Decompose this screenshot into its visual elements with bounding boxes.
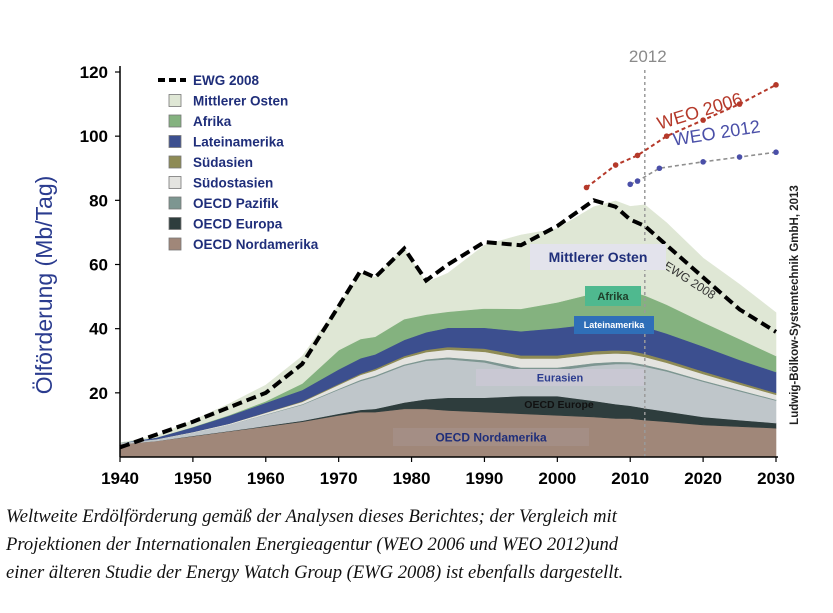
legend: EWG 2008 Mittlerer Osten Afrika Lateinameri… (158, 73, 319, 252)
weo2006-line-point (663, 133, 670, 139)
label-oecd-nordamerika: OECD Nordamerika (435, 430, 547, 444)
label-oecd-europe: OECD Europe (524, 399, 594, 411)
x-tick-label: 1940 (101, 469, 139, 488)
weo2012-line-point (773, 149, 779, 156)
legend-swatch-oecd-europa (168, 217, 182, 230)
x-tick-label: 2030 (757, 469, 795, 488)
label-mittlerer-osten: Mittlerer Osten (549, 249, 648, 265)
label-afrika-box (585, 286, 641, 306)
legend-label-ewg-2008: EWG 2008 (193, 73, 260, 88)
weo2012-line-point (634, 178, 641, 184)
y-axis-label: Ölförderung (Mb/Tag) (31, 176, 57, 395)
x-tick-label: 1970 (320, 469, 358, 488)
weo2006-line-point (736, 101, 743, 107)
legend-swatch-oecd-nordamerika (168, 237, 182, 251)
weo2012-line-point (736, 154, 743, 160)
x-tick-label: 1990 (466, 469, 504, 488)
source-credit: Ludwig-Bölkow-Systemtechnik GmbH, 2013 (789, 185, 801, 425)
legend-swatch-oecd-pazifik (168, 196, 182, 210)
weo2012-line (629, 151, 777, 186)
y-tick-label: 20 (89, 384, 108, 403)
legend-label-mittlerer-osten: Mittlerer Osten (193, 94, 288, 109)
caption-line-2: Projektionen der Internationalen Energie… (6, 534, 619, 555)
weo2006-line-point (583, 184, 590, 191)
weo2012-line-point (627, 181, 634, 188)
legend-label-lateinamerika: Lateinamerika (193, 135, 284, 150)
legend-label-oecd-nordamerika: OECD Nordamerika (193, 237, 319, 252)
x-tick-label: 1960 (247, 469, 285, 488)
legend-swatch-afrika (168, 114, 182, 128)
x-tick-label: 2000 (538, 469, 576, 488)
year-2012-label: 2012 (629, 47, 667, 66)
x-tick-label: 2020 (684, 469, 722, 488)
legend-swatch-suedasien (168, 155, 182, 169)
legend-swatch-suedostasien (168, 176, 182, 189)
weo2012-line-point (700, 159, 706, 165)
y-tick-label: 40 (89, 320, 108, 339)
label-eurasien: Eurasien (537, 372, 584, 384)
ewg2008-line (119, 198, 778, 450)
legend-label-oecd-pazifik: OECD Pazifik (193, 196, 279, 211)
x-tick-label: 2010 (611, 469, 649, 488)
legend-swatch-mittlerer-osten (168, 94, 182, 107)
x-tick-label: 1950 (174, 469, 212, 488)
legend-label-afrika: Afrika (193, 114, 232, 129)
caption-line-3: einer älteren Studie der Energy Watch Gr… (6, 562, 624, 583)
label-afrika: Afrika (597, 291, 629, 303)
y-tick-label: 120 (80, 63, 108, 82)
weo2006-line-point (634, 152, 641, 159)
legend-label-oecd-europa: OECD Europa (193, 217, 283, 232)
label-oecd-nordamerika-box (393, 428, 589, 446)
figure-caption: Weltweite Erdölförderung gemäß der Analy… (6, 503, 821, 587)
legend-swatch-lateinamerika (168, 135, 182, 148)
weo2006-line-point (612, 162, 619, 168)
caption-line-1: Weltweite Erdölförderung gemäß der Analy… (6, 506, 617, 527)
legend-label-suedostasien: Südostasien (193, 176, 273, 191)
area-labels: Mittlerer Osten Afrika Lateinamerika Eurasi… (393, 244, 666, 446)
weo2012-line-point (656, 165, 663, 172)
y-tick-label: 100 (80, 127, 108, 146)
weo2006-line-point (773, 82, 779, 88)
weo2006-line-point (700, 117, 706, 123)
y-tick-label: 60 (89, 256, 108, 275)
y-tick-label: 80 (89, 191, 108, 210)
label-eurasien-box (476, 369, 644, 386)
legend-label-suedasien: Südasien (193, 155, 253, 170)
x-tick-label: 1980 (393, 469, 431, 488)
label-lateinamerika-box (574, 316, 654, 334)
label-lateinamerika: Lateinamerika (584, 320, 646, 330)
label-mittlerer-osten-box (530, 244, 666, 270)
axes: 1940 1950 1960 1970 1980 1990 2000 2010 2020 2030… (80, 63, 795, 488)
